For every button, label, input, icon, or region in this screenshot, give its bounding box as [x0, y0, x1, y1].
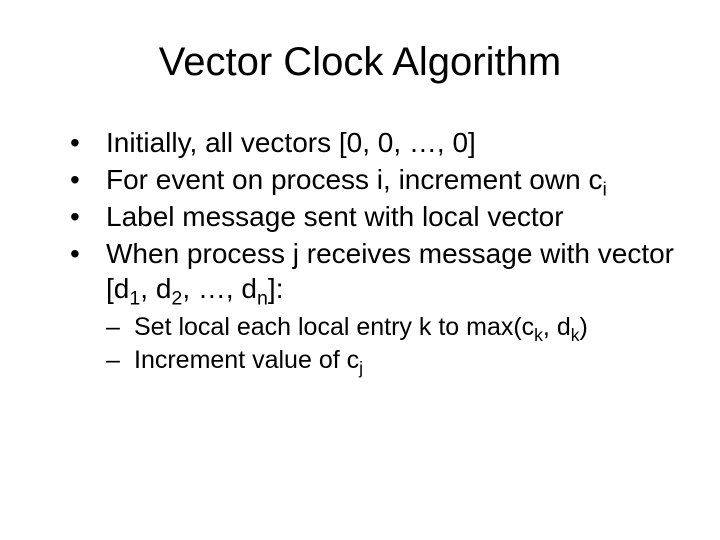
bullet-text: , d: [140, 273, 171, 304]
slide: Vector Clock Algorithm Initially, all ve…: [0, 0, 720, 540]
bullet-text: For event on process i, increment own c: [106, 164, 602, 195]
sub-bullet-item: Increment value of cj: [106, 345, 680, 376]
bullet-text: , d: [543, 313, 571, 341]
bullet-text: Label message sent with local vector: [106, 201, 564, 232]
bullet-item: Label message sent with local vector: [70, 199, 680, 234]
bullet-item: When process j receives message with vec…: [70, 236, 680, 377]
bullet-text: , …, d: [182, 273, 257, 304]
sub-bullet-list: Set local each local entry k to max(ck, …: [106, 312, 680, 377]
bullet-text: Increment value of c: [134, 346, 359, 374]
bullet-text: ]:: [268, 273, 284, 304]
subscript: i: [602, 179, 606, 201]
sub-bullet-item: Set local each local entry k to max(ck, …: [106, 312, 680, 343]
bullet-list: Initially, all vectors [0, 0, …, 0] For …: [70, 125, 680, 377]
subscript: j: [359, 358, 363, 378]
subscript: k: [534, 325, 543, 345]
bullet-item: For event on process i, increment own ci: [70, 162, 680, 197]
subscript: n: [257, 288, 268, 310]
slide-title: Vector Clock Algorithm: [40, 40, 680, 85]
bullet-item: Initially, all vectors [0, 0, …, 0]: [70, 125, 680, 160]
subscript: 2: [171, 288, 182, 310]
bullet-text: Initially, all vectors [0, 0, …, 0]: [106, 127, 476, 158]
bullet-text: ): [579, 313, 587, 341]
bullet-text: Set local each local entry k to max(c: [134, 313, 534, 341]
subscript: 1: [129, 288, 140, 310]
